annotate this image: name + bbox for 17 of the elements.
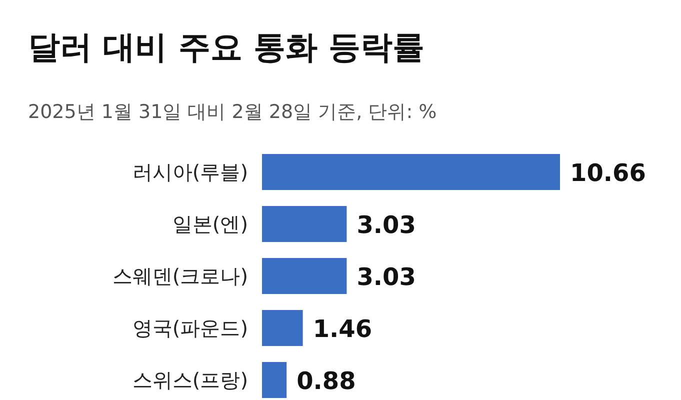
y-tick-label: 러시아(루블) [132, 160, 248, 184]
data-label: 10.66 [570, 159, 646, 187]
data-label: 3.03 [356, 211, 416, 239]
chart-subtitle: 2025년 1월 31일 대비 2월 28일 기준, 단위: % [28, 101, 437, 123]
data-label: 1.46 [312, 315, 372, 343]
chart-title: 달러 대비 주요 통화 등락률 [28, 28, 425, 66]
y-tick-label: 스웨덴(크로나) [112, 264, 248, 288]
bar [262, 154, 560, 190]
y-tick-label: 일본(엔) [172, 212, 248, 236]
bar [262, 206, 347, 242]
data-label: 0.88 [296, 367, 356, 395]
bar [262, 310, 303, 346]
bar [262, 362, 287, 398]
y-tick-label: 스위스(프랑) [132, 368, 248, 392]
y-tick-label: 영국(파운드) [132, 316, 248, 340]
bar [262, 258, 347, 294]
data-label: 3.03 [356, 263, 416, 291]
